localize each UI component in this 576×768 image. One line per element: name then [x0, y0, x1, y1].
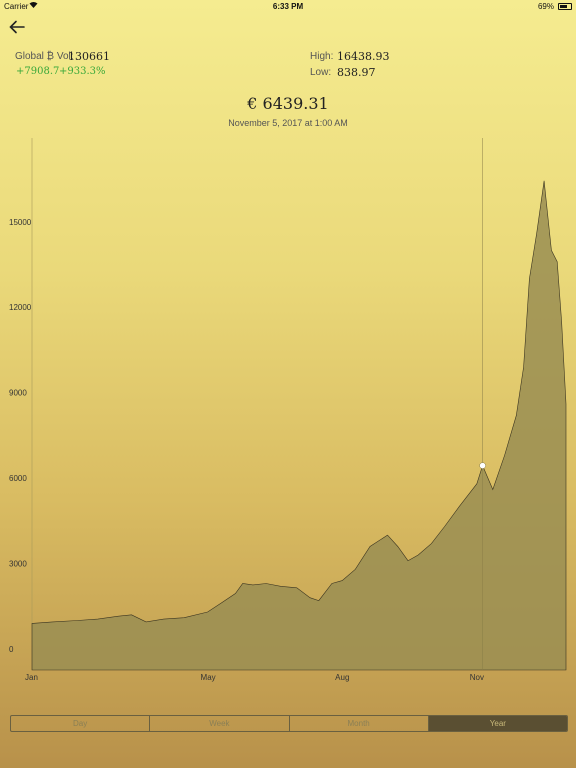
y-tick-label: 3000 — [9, 560, 27, 569]
price-chart[interactable]: 0 3000 6000 9000 12000 15000 Jan May Aug Nov — [0, 130, 576, 690]
y-tick-label: 15000 — [9, 218, 32, 227]
high-value: 16438.93 — [337, 50, 390, 63]
volume-value: 130661 — [68, 50, 110, 63]
battery-icon — [558, 3, 572, 10]
segment-week[interactable]: Week — [150, 716, 290, 731]
y-tick-label: 0 — [9, 645, 14, 654]
x-tick-label: Aug — [335, 673, 349, 682]
carrier-label: Carrier — [4, 2, 29, 11]
price-area — [31, 180, 567, 671]
low-label: Low: — [310, 67, 332, 78]
y-tick-label: 6000 — [9, 474, 27, 483]
x-tick-label: Jan — [25, 673, 38, 682]
back-button[interactable] — [8, 18, 26, 36]
selected-date: November 5, 2017 at 1:00 AM — [228, 118, 348, 128]
segment-month[interactable]: Month — [290, 716, 429, 731]
y-tick-label: 9000 — [9, 389, 27, 398]
wifi-icon — [29, 1, 38, 11]
change-percent: +933.3% — [59, 66, 106, 77]
x-tick-label: May — [201, 673, 216, 682]
segment-day[interactable]: Day — [11, 716, 151, 731]
battery-percent: 69% — [537, 2, 554, 11]
high-label: High: — [310, 51, 334, 62]
low-value: 838.97 — [337, 66, 376, 79]
segment-year[interactable]: Year — [428, 716, 567, 731]
volume-label: Global ₿ Vol: — [15, 51, 74, 62]
status-time: 6:33 PM — [272, 2, 304, 11]
selected-price: € 6439.31 — [247, 94, 329, 113]
status-bar: Carrier 6:33 PM 69% — [0, 0, 576, 12]
y-tick-label: 12000 — [9, 303, 32, 312]
range-segmented-control[interactable]: Day Week Month Year — [10, 715, 568, 732]
change-absolute: +7908.7 — [16, 66, 60, 77]
arrow-left-icon — [9, 20, 25, 34]
x-tick-label: Nov — [470, 673, 484, 682]
selection-dot[interactable] — [479, 462, 486, 469]
